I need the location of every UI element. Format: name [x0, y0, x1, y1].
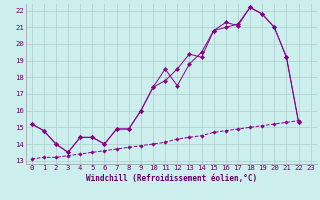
X-axis label: Windchill (Refroidissement éolien,°C): Windchill (Refroidissement éolien,°C)	[86, 174, 257, 183]
